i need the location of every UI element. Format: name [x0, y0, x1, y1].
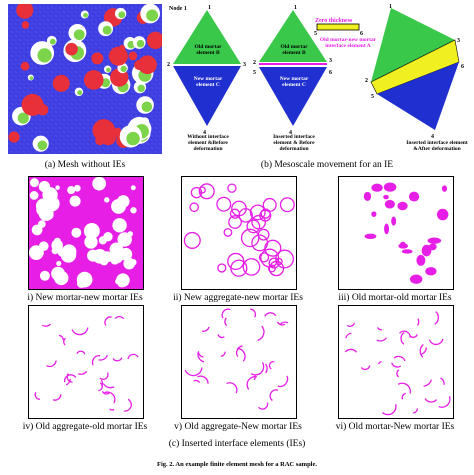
mesh-image: [8, 4, 162, 154]
svg-text:5: 5: [314, 31, 317, 37]
zero-thickness-box: [316, 23, 360, 31]
panel-ii: [181, 176, 297, 290]
svg-text:1: 1: [294, 5, 297, 11]
new-mortar-element-c-1: [173, 66, 241, 126]
new-mortar-element-c-3: [377, 62, 459, 130]
svg-text:6: 6: [329, 70, 332, 76]
new-aggregate-ie-image: [183, 183, 295, 277]
svg-text:6: 6: [461, 64, 464, 70]
old-mortar-element-b-1: [173, 10, 241, 64]
new-aggregate: [83, 70, 104, 90]
panel-iii-caption: iii) Old mortar-old mortar IEs: [338, 293, 452, 303]
panel-i: [28, 176, 144, 290]
svg-text:4: 4: [289, 130, 292, 136]
svg-text:5: 5: [253, 70, 256, 76]
svg-text:2: 2: [167, 62, 170, 68]
new-aggregate: [95, 135, 105, 146]
svg-text:3: 3: [329, 58, 332, 64]
new-aggregate: [37, 104, 49, 116]
stage-1-label: Without interface element &Before deform…: [187, 134, 229, 152]
panel-vi: [338, 305, 454, 419]
figure-caption: Fig. 2. An example finite element mesh f…: [156, 461, 317, 468]
node-label: Node 1: [169, 6, 187, 12]
new-aggregate: [52, 74, 70, 92]
stage-3-label: Inserted interface element &After deform…: [406, 140, 468, 152]
new-aggregate: [138, 55, 157, 75]
panel-vi-caption: vi) Old mortar-New mortar IEs: [335, 422, 455, 432]
old-mortar-element-b-2: [259, 10, 327, 62]
svg-text:4: 4: [203, 130, 206, 136]
new-aggregate: [92, 119, 116, 142]
panel-i-caption: i) New mortar-new mortar IEs: [27, 293, 143, 303]
svg-text:4: 4: [431, 134, 434, 140]
old-aggregate-new-mortar-ie-image: [184, 308, 289, 410]
node-1-label: 1: [208, 5, 211, 11]
svg-text:3: 3: [243, 62, 246, 68]
svg-text:5: 5: [371, 94, 374, 100]
new-aggregate: [113, 130, 121, 138]
old-mortar-ie-image: [363, 182, 449, 284]
new-aggregate: [21, 21, 30, 29]
stage-2-label: Inserted interface element & Before defo…: [273, 134, 315, 152]
new-aggregate: [65, 42, 78, 56]
svg-text:1: 1: [389, 4, 392, 10]
new-mortar-element-c-2: [259, 67, 327, 126]
panel-v-caption: v) Old aggregate-New mortar IEs: [174, 422, 302, 432]
svg-text:2: 2: [365, 78, 368, 84]
panel-iii: [338, 176, 454, 290]
new-aggregate: [91, 52, 104, 65]
new-aggregate: [128, 51, 138, 61]
panel-iv-caption: iv) Old aggregate-old mortar IEs: [22, 422, 148, 432]
zero-thickness-label: Zero thickness: [315, 18, 353, 24]
interface-label: Old mortar-new mortar interface element …: [319, 37, 377, 49]
caption-a: (a) Mesh without IEs: [44, 160, 126, 170]
new-aggregate: [16, 4, 34, 19]
svg-text:3: 3: [457, 38, 460, 44]
old-aggregate-old-mortar-ie-image: [34, 316, 139, 412]
panel-ii-caption: ii) New aggregate-new mortar IEs: [173, 293, 303, 303]
new-aggregate: [20, 61, 30, 71]
old-mortar-label-2: Old mortar element B: [280, 44, 308, 56]
caption-c: (c) Inserted interface elements (IEs): [168, 439, 306, 449]
new-mortar-label-1: New mortar element C: [193, 76, 223, 88]
mesh-panel: [8, 4, 162, 154]
new-aggregate: [108, 46, 128, 66]
new-aggregate: [8, 131, 20, 143]
schematic-diagram: 1 2 3 4 1 2 3 5 6 4 5 6 1 3 2 6 5 4 Node…: [167, 4, 464, 140]
panel-v: [181, 305, 297, 419]
svg-text:2: 2: [253, 60, 256, 66]
old-mortar-element-b-3: [371, 8, 455, 82]
old-mortar-label-1: Old mortar element B: [194, 44, 222, 56]
panel-iv: [28, 305, 144, 419]
old-mortar-new-mortar-ie-image: [344, 311, 451, 416]
svg-text:6: 6: [360, 31, 363, 37]
new-mortar-label-2: New mortar element C: [279, 76, 309, 88]
new-aggregate: [134, 59, 145, 71]
caption-b: (b) Mesoscale movement for an IE: [260, 160, 394, 170]
new-aggregate: [146, 31, 162, 50]
new-mortar-ie-image: [29, 177, 143, 289]
